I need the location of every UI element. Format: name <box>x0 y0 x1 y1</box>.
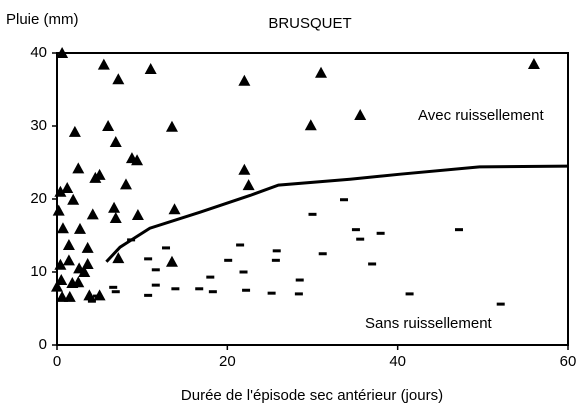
triangle-point <box>52 204 65 216</box>
x-axis-label: Durée de l'épisode sec antérieur (jours) <box>181 387 443 404</box>
triangle-point <box>78 266 91 277</box>
triangle-point <box>97 58 110 70</box>
y-tick-label: 30 <box>30 117 47 134</box>
triangle-point <box>102 120 115 131</box>
dash-point <box>87 299 96 303</box>
x-tick-label: 20 <box>219 353 236 370</box>
dash-point <box>272 249 281 253</box>
triangle-point <box>108 201 121 213</box>
dash-point <box>109 285 118 289</box>
triangle-point <box>238 74 251 86</box>
triangle-point <box>55 274 68 286</box>
triangle-point <box>61 182 74 194</box>
triangle-point <box>62 238 75 250</box>
x-tick-label: 60 <box>560 353 577 370</box>
dash-point <box>351 228 360 232</box>
dash-point <box>340 198 349 202</box>
triangle-point <box>72 162 85 174</box>
dash-point <box>224 258 233 262</box>
dash-point <box>151 283 160 287</box>
dash-point <box>454 228 463 232</box>
dash-point <box>267 291 276 295</box>
triangle-point <box>56 290 69 302</box>
dash-point <box>206 275 215 279</box>
dash-point <box>171 287 180 291</box>
annotation: Sans ruissellement <box>365 315 492 332</box>
dash-point <box>93 294 102 298</box>
triangle-point <box>51 280 63 292</box>
triangle-point <box>527 57 540 69</box>
triangle-point <box>62 254 75 266</box>
triangle-point <box>54 185 67 197</box>
triangle-point <box>68 125 81 137</box>
triangle-point <box>93 168 106 180</box>
threshold-curve <box>105 164 569 263</box>
triangle-point <box>56 222 69 234</box>
x-tick-label: 0 <box>53 353 61 370</box>
y-tick-label: 40 <box>30 44 47 61</box>
triangle-point <box>63 290 76 302</box>
dash-point <box>356 237 365 241</box>
dash-point <box>236 243 245 247</box>
dash-point <box>271 258 280 262</box>
triangle-point <box>67 193 80 205</box>
dash-point <box>308 212 317 216</box>
triangle-point <box>73 222 86 234</box>
triangle-point <box>56 47 69 58</box>
dash-point <box>144 257 153 261</box>
triangle-point <box>112 252 125 264</box>
dash-point <box>294 292 303 296</box>
y-tick-label: 0 <box>39 336 47 353</box>
triangle-point <box>131 209 144 221</box>
y-tick-label: 10 <box>30 263 47 280</box>
triangle-point <box>354 109 367 121</box>
chart-title: BRUSQUET <box>268 15 351 32</box>
dash-point <box>318 252 327 256</box>
triangle-point <box>112 73 125 85</box>
triangle-point <box>86 208 99 220</box>
dash-point <box>144 293 153 297</box>
triangle-point <box>144 63 157 75</box>
triangle-point <box>125 152 138 164</box>
dash-point <box>239 270 248 274</box>
triangle-point <box>304 119 317 131</box>
triangle-point <box>242 179 255 191</box>
dash-point <box>295 278 304 282</box>
triangle-point <box>168 203 181 215</box>
y-tick-label: 20 <box>30 190 47 207</box>
triangle-point <box>83 289 96 301</box>
triangle-point <box>165 120 178 132</box>
triangle-point <box>54 258 67 270</box>
dash-point <box>368 262 377 266</box>
dash-point <box>242 288 251 292</box>
dash-point <box>376 231 385 235</box>
triangle-point <box>315 66 328 78</box>
dash-point <box>195 287 204 291</box>
x-tick-label: 40 <box>389 353 406 370</box>
dash-point <box>405 292 414 296</box>
y-axis-label: Pluie (mm) <box>6 11 79 28</box>
triangle-point <box>119 178 132 190</box>
annotation: Avec ruissellement <box>418 107 544 124</box>
triangle-point <box>81 241 94 253</box>
triangle-point <box>81 257 94 269</box>
dash-point <box>111 290 120 294</box>
triangle-point <box>109 211 122 223</box>
dash-point <box>151 268 160 272</box>
triangle-point <box>72 276 85 288</box>
plot-frame <box>56 52 569 346</box>
triangle-point <box>109 136 122 148</box>
dash-point <box>208 290 217 294</box>
dash-point <box>162 246 171 250</box>
triangle-point <box>165 255 178 267</box>
triangle-point <box>238 163 251 175</box>
dash-point <box>496 302 505 306</box>
